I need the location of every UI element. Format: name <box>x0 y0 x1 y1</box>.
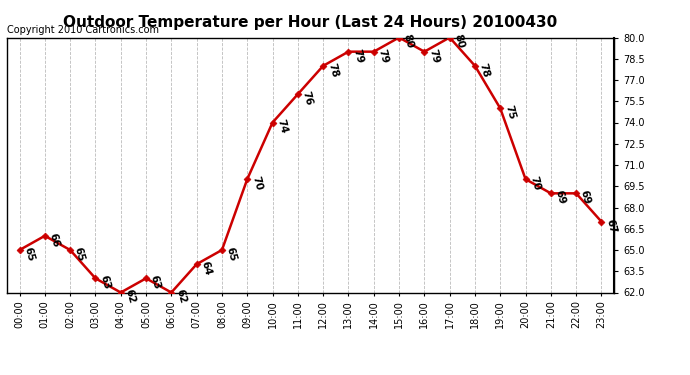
Text: 74: 74 <box>275 118 289 135</box>
Text: 75: 75 <box>503 104 517 121</box>
Text: 79: 79 <box>377 48 390 64</box>
Text: 63: 63 <box>98 274 112 291</box>
Text: 78: 78 <box>477 62 491 78</box>
Text: 69: 69 <box>553 189 567 206</box>
Text: 65: 65 <box>225 246 238 262</box>
Text: 76: 76 <box>301 90 314 107</box>
Text: 79: 79 <box>427 48 440 64</box>
Text: 62: 62 <box>124 288 137 305</box>
Text: 65: 65 <box>73 246 86 262</box>
Text: 64: 64 <box>199 260 213 277</box>
Text: Copyright 2010 Cartronics.com: Copyright 2010 Cartronics.com <box>7 25 159 35</box>
Text: 70: 70 <box>250 175 264 192</box>
Text: 63: 63 <box>149 274 162 291</box>
Text: Outdoor Temperature per Hour (Last 24 Hours) 20100430: Outdoor Temperature per Hour (Last 24 Ho… <box>63 15 558 30</box>
Text: 70: 70 <box>529 175 542 192</box>
Text: 80: 80 <box>402 33 415 50</box>
Text: 78: 78 <box>326 62 339 78</box>
Text: 66: 66 <box>48 232 61 248</box>
Text: 69: 69 <box>579 189 592 206</box>
Text: 79: 79 <box>351 48 364 64</box>
Text: 80: 80 <box>453 33 466 50</box>
Text: 62: 62 <box>174 288 188 305</box>
Text: 65: 65 <box>22 246 36 262</box>
Text: 67: 67 <box>604 217 618 234</box>
